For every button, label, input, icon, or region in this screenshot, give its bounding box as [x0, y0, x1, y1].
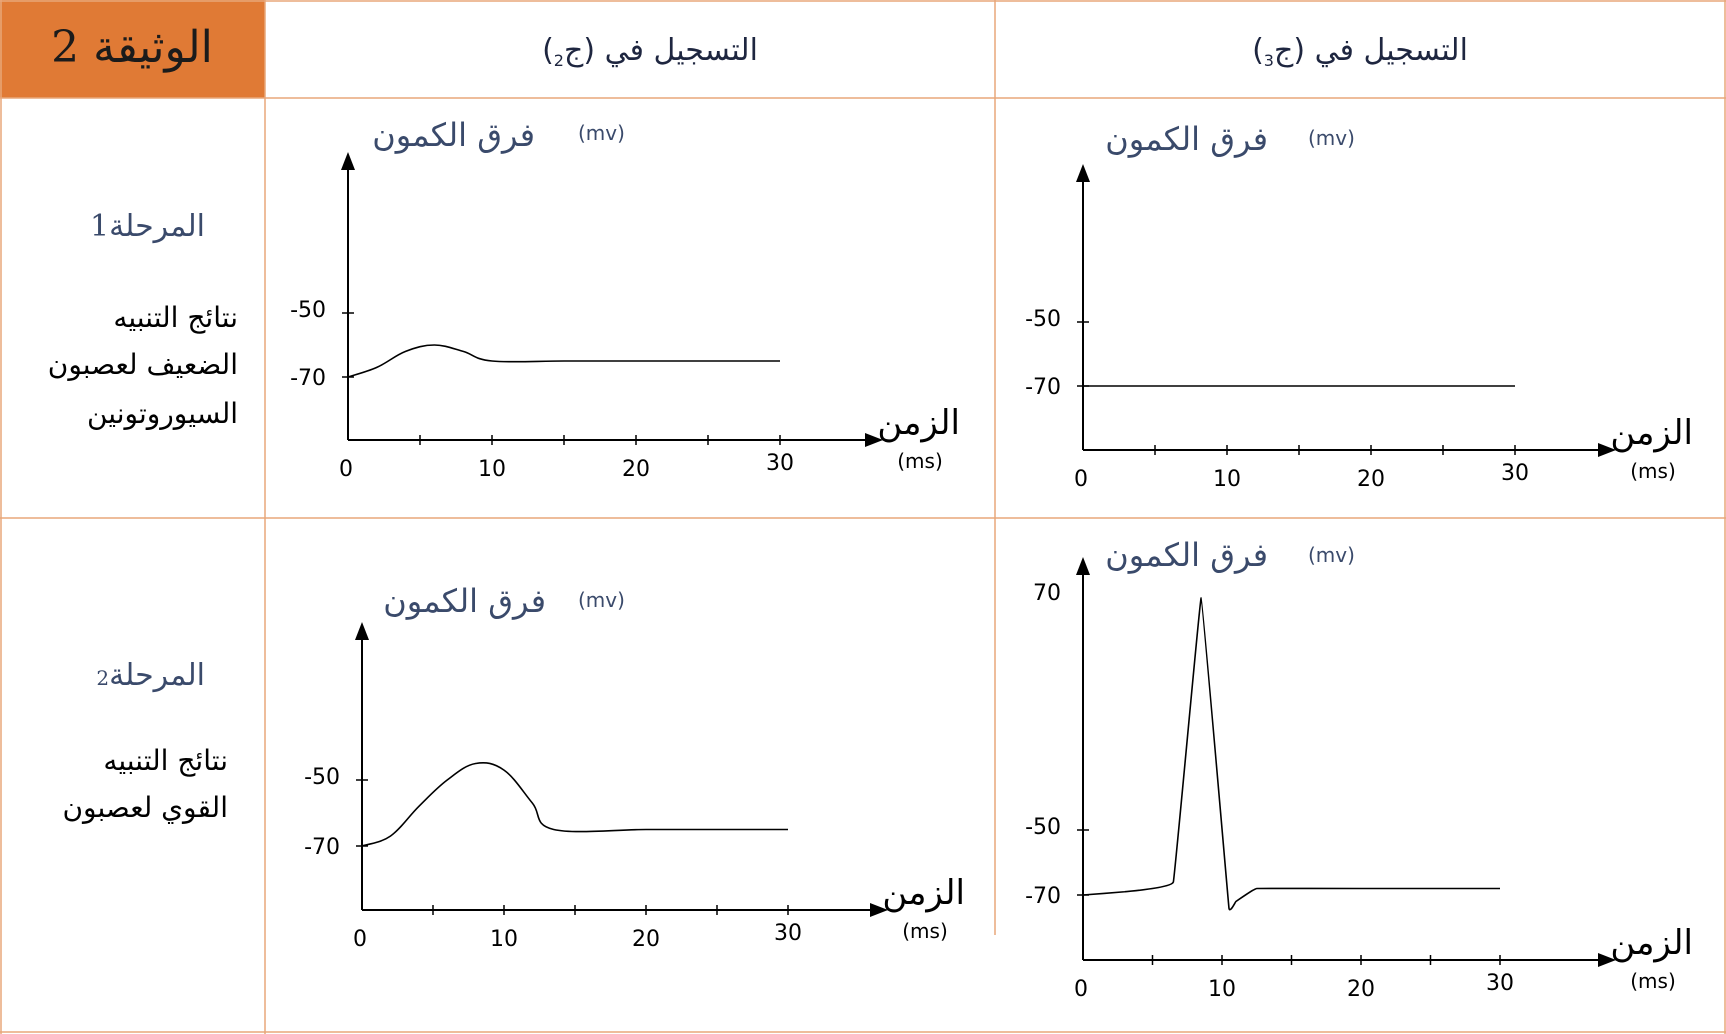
y-tick-label: -70: [1025, 884, 1061, 909]
phase2-desc-line2: القوي لعصبون: [62, 791, 228, 824]
y-tick-label: -50: [1025, 815, 1061, 840]
y-tick-label: -50: [304, 765, 340, 790]
phase2-desc-line1: نتائج التنبيه: [103, 744, 228, 777]
x-axis-arrow: [865, 433, 883, 447]
x-tick-label: 30: [766, 451, 794, 476]
x-tick-label: 20: [632, 927, 660, 952]
column-header-j2: التسجيل في (ج2): [542, 33, 758, 70]
x-axis-label: الزمن: [877, 403, 960, 443]
x-axis-unit: (ms): [1630, 969, 1676, 993]
x-tick-label: 10: [490, 927, 518, 952]
phase1-desc-line1: نتائج التنبيه: [113, 301, 238, 334]
x-tick-label: 30: [774, 921, 802, 946]
y-axis-arrow: [355, 622, 369, 640]
x-tick-label: 10: [478, 457, 506, 482]
x-tick-label: 0: [1074, 977, 1088, 1002]
y-tick-label: -70: [290, 366, 326, 391]
y-axis-arrow: [1076, 164, 1090, 182]
potential-curve: [347, 344, 780, 378]
chart-phase2-j3: 0 10 20 30 70 -50 -70 فرق الكمون (mv) الزمن (ms): [1025, 536, 1693, 1002]
phase2-title: المرحلة2: [96, 658, 205, 693]
title-box: [0, 0, 265, 98]
x-axis-unit: (ms): [902, 919, 948, 943]
y-tick-label: -50: [290, 298, 326, 323]
potential-curve: [1082, 597, 1500, 911]
x-axis-arrow: [1598, 953, 1616, 967]
x-tick-label: 20: [622, 457, 650, 482]
x-tick-label: 30: [1486, 971, 1514, 996]
x-tick-label: 10: [1208, 977, 1236, 1002]
x-tick-label: 0: [353, 927, 367, 952]
x-tick-label: 30: [1501, 461, 1529, 486]
x-axis-label: الزمن: [1610, 413, 1693, 453]
y-tick-label: -70: [1025, 375, 1061, 400]
chart-phase1-j2: 0 10 20 30 -50 -70 فرق الكمون (mv) الزمن (ms): [290, 116, 960, 482]
y-axis-arrow: [1076, 557, 1090, 575]
y-axis-arrow: [341, 152, 355, 170]
y-axis-unit: (mv): [578, 121, 625, 145]
x-tick-label: 0: [339, 457, 353, 482]
x-tick-label: 0: [1074, 467, 1088, 492]
x-tick-label: 20: [1347, 977, 1375, 1002]
y-axis-label: فرق الكمون: [1105, 120, 1268, 158]
x-tick-label: 10: [1213, 467, 1241, 492]
chart-phase1-j3: 0 10 20 30 -50 -70 فرق الكمون (mv) الزمن (ms): [1025, 120, 1693, 492]
x-axis-label: الزمن: [882, 873, 965, 913]
y-axis-label: فرق الكمون: [1105, 536, 1268, 574]
x-axis-arrow: [1598, 443, 1616, 457]
row-label-phase1: المرحلة1 نتائج التنبيه الضعيف لعصبون الس…: [48, 209, 238, 430]
document-title: الوثيقة 2: [51, 22, 213, 73]
row-label-phase2: المرحلة2 نتائج التنبيه القوي لعصبون: [62, 658, 228, 824]
phase1-desc-line2: الضعيف لعصبون: [48, 348, 238, 381]
column-header-j3: التسجيل في (ج3): [1252, 33, 1468, 70]
phase1-title: المرحلة1: [90, 209, 205, 244]
x-axis-arrow: [870, 903, 888, 917]
y-axis-unit: (mv): [1308, 543, 1355, 567]
x-axis-unit: (ms): [897, 449, 943, 473]
y-axis-unit: (mv): [578, 588, 625, 612]
x-tick-label: 20: [1357, 467, 1385, 492]
x-axis-unit: (ms): [1630, 459, 1676, 483]
y-tick-label: -50: [1025, 307, 1061, 332]
y-tick-label: 70: [1033, 581, 1061, 606]
y-axis-label: فرق الكمون: [383, 582, 546, 620]
y-tick-label: -70: [304, 835, 340, 860]
y-axis-label: فرق الكمون: [372, 116, 535, 154]
potential-curve: [361, 761, 788, 847]
y-axis-unit: (mv): [1308, 126, 1355, 150]
chart-phase2-j2: 0 10 20 30 -50 -70 فرق الكمون (mv) الزمن (ms): [304, 582, 965, 952]
phase1-desc-line3: السيوروتونين: [87, 397, 238, 430]
x-axis-label: الزمن: [1610, 923, 1693, 963]
